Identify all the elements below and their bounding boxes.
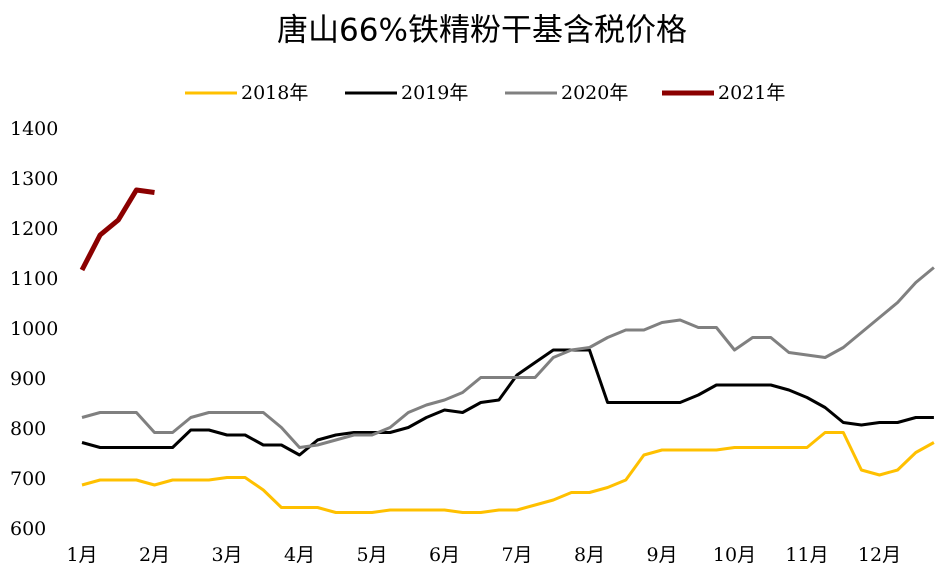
y-tick-label: 900	[10, 368, 46, 390]
legend-label: 2018年	[241, 82, 308, 104]
series-line	[81, 431, 935, 514]
y-tick-label: 800	[10, 418, 46, 440]
x-tick-label: 12月	[858, 544, 901, 566]
y-tick-label: 1100	[10, 268, 58, 290]
x-tick-label: 8月	[574, 544, 605, 566]
x-tick-label: 1月	[66, 544, 97, 566]
y-tick-label: 1000	[10, 318, 58, 340]
x-tick-label: 11月	[785, 544, 828, 566]
y-tick-label: 600	[10, 518, 46, 540]
x-tick-label: 10月	[713, 544, 756, 566]
x-tick-label: 7月	[501, 544, 532, 566]
y-tick-label: 1400	[10, 118, 58, 140]
series-line	[81, 266, 935, 449]
chart-title: 唐山66%铁精粉干基含税价格	[277, 13, 687, 49]
x-tick-label: 6月	[429, 544, 460, 566]
legend-label: 2019年	[401, 82, 468, 104]
legend-label: 2020年	[561, 82, 628, 104]
x-tick-label: 4月	[284, 544, 315, 566]
y-tick-label: 1200	[10, 218, 58, 240]
series-line	[79, 187, 155, 272]
x-tick-label: 2月	[139, 544, 170, 566]
x-tick-label: 9月	[646, 544, 677, 566]
x-tick-label: 3月	[211, 544, 242, 566]
series-line	[81, 348, 934, 457]
y-tick-label: 700	[10, 468, 46, 490]
y-tick-label: 1300	[10, 168, 58, 190]
legend-label: 2021年	[718, 82, 785, 104]
x-tick-label: 5月	[356, 544, 387, 566]
